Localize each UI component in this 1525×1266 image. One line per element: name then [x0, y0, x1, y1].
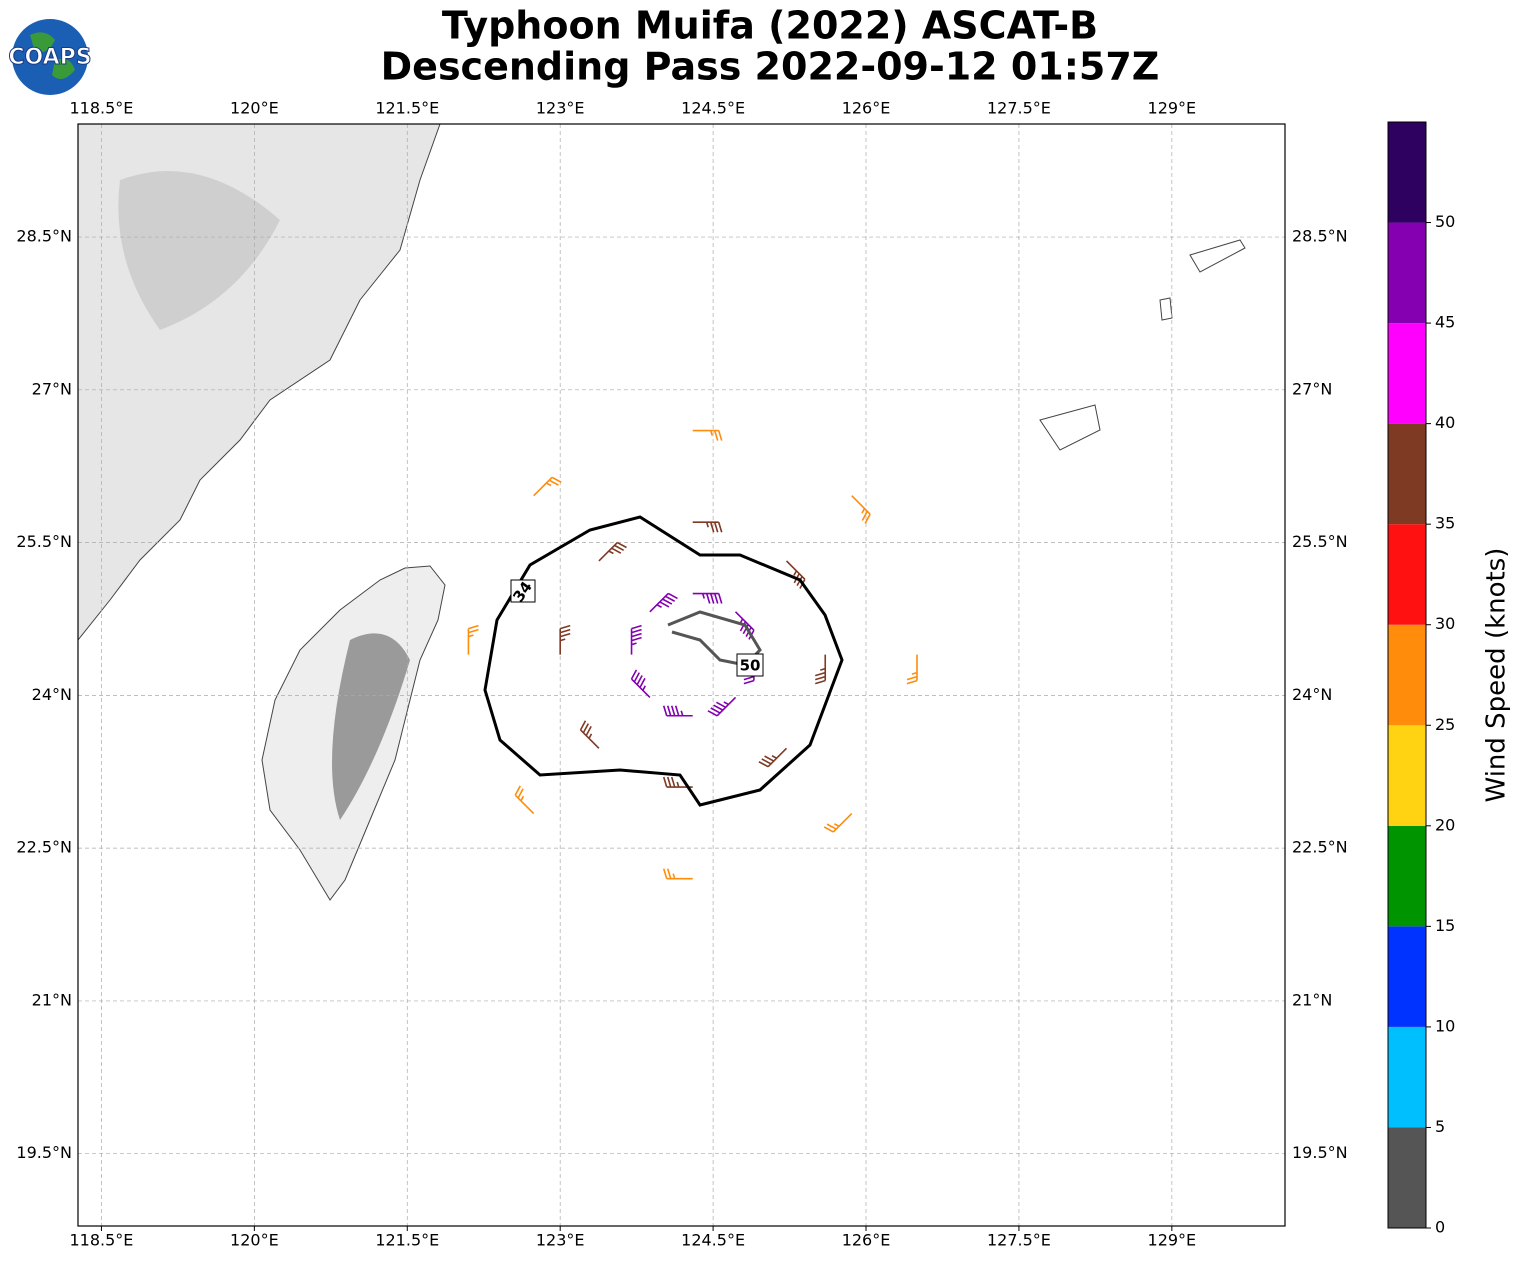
- wind-barb: [662, 705, 693, 717]
- colorbar-band: [1388, 1127, 1426, 1228]
- wind-barb: [559, 624, 571, 655]
- wind-barb: [467, 624, 479, 655]
- wind-barb: [823, 812, 853, 833]
- colorbar-band: [1388, 624, 1426, 726]
- wind-barb: [851, 495, 871, 524]
- y-tick-label: 25.5°N: [16, 532, 72, 551]
- colorbar-tick-label: 0: [1435, 1218, 1445, 1237]
- colorbar-tick-label: 45: [1435, 313, 1455, 332]
- islands: [1039, 239, 1246, 451]
- wind-barb: [649, 592, 678, 613]
- x-tick-label: 129°E: [1148, 1231, 1197, 1250]
- wind-barb: [630, 624, 642, 655]
- colorbar-label: Wind Speed (knots): [1482, 548, 1512, 803]
- wind-barb: [758, 747, 788, 768]
- map-frame: [77, 123, 1286, 1227]
- y-tick-label: 22.5°N: [16, 838, 72, 857]
- x-tick-label: 121.5°E: [375, 99, 439, 118]
- colorbar-band: [1388, 725, 1426, 826]
- wind-barb: [692, 429, 723, 441]
- wind-barb: [514, 785, 535, 815]
- colorbar-band: [1388, 423, 1426, 525]
- y-tick-label: 21°N: [1292, 990, 1332, 1009]
- colorbar-tick-label: 40: [1435, 413, 1455, 432]
- wind-barb: [533, 476, 562, 497]
- subtitle: Descending Pass 2022-09-12 01:57Z: [381, 45, 1160, 89]
- colorbar-tick-label: 30: [1435, 614, 1455, 633]
- x-tick-label: 123°E: [536, 99, 585, 118]
- x-tick-label: 126°E: [842, 99, 891, 118]
- colorbar-tick-label: 20: [1435, 815, 1455, 834]
- x-tick-label: 129°E: [1148, 99, 1197, 118]
- x-tick-label: 127.5°E: [987, 1231, 1051, 1250]
- colorbar-frame: [1387, 121, 1427, 1229]
- wind-barb: [662, 776, 693, 788]
- y-tick-label: 25.5°N: [1292, 532, 1348, 551]
- terrain-shade: [118, 171, 280, 330]
- colorbar-band: [1388, 926, 1426, 1027]
- y-tick-label: 24°N: [1292, 685, 1332, 704]
- x-tick-label: 123°E: [536, 1231, 585, 1250]
- taiwan-terrain: [332, 633, 410, 820]
- colorbar-tick-label: 5: [1435, 1117, 1445, 1136]
- y-tick-label: 28.5°N: [1292, 227, 1348, 246]
- wind-barb: [692, 521, 723, 533]
- y-tick-label: 28.5°N: [16, 227, 72, 246]
- colorbar: 0 5 10 15 20 25 30 35 40 45 50: [1387, 121, 1455, 1237]
- y-tick-label: 21°N: [32, 990, 72, 1009]
- y-tick-label: 27°N: [1292, 379, 1332, 398]
- contour-label-box: [736, 653, 764, 677]
- y-tick-label: 27°N: [32, 379, 72, 398]
- map-area: 34 50: [77, 123, 1286, 1227]
- y-tick-label: 24°N: [32, 685, 72, 704]
- x-tick-label: 126°E: [842, 1231, 891, 1250]
- wind-barb: [906, 654, 918, 685]
- x-tick-label: 120°E: [230, 99, 279, 118]
- x-tick-label: 120°E: [230, 1231, 279, 1250]
- wind-barb: [692, 592, 723, 604]
- wind-barb: [579, 720, 600, 749]
- y-tick-label: 22.5°N: [1292, 838, 1348, 857]
- x-tick-label: 118.5°E: [69, 1231, 133, 1250]
- grid: [78, 124, 1285, 1226]
- colorbar-band: [1388, 825, 1426, 927]
- logo-text: COAPS: [8, 45, 91, 70]
- wind-barb: [630, 669, 651, 698]
- wind-barb: [707, 696, 737, 717]
- wind-barb: [598, 541, 627, 562]
- y-tick-label: 19.5°N: [16, 1143, 72, 1162]
- x-tick-label: 118.5°E: [69, 99, 133, 118]
- colorbar-band: [1388, 222, 1426, 324]
- colorbar-tick-label: 50: [1435, 212, 1455, 231]
- colorbar-band: [1388, 1026, 1426, 1128]
- logo-land: [30, 32, 75, 79]
- x-tick-label: 127.5°E: [987, 99, 1051, 118]
- colorbar-tick-label: 15: [1435, 916, 1455, 935]
- contour-34: [483, 515, 844, 807]
- title: Typhoon Muifa (2022) ASCAT-B: [442, 4, 1098, 48]
- colorbar-band: [1388, 323, 1426, 424]
- wind-barb: [662, 868, 693, 880]
- logo: COAPS: [8, 19, 92, 95]
- x-tick-label: 121.5°E: [375, 1231, 439, 1250]
- colorbar-band: [1388, 122, 1426, 223]
- colorbar-band: [1388, 524, 1426, 625]
- barbs: [467, 429, 918, 880]
- colorbar-tick-label: 25: [1435, 715, 1455, 734]
- colorbar-tick-label: 10: [1435, 1016, 1455, 1035]
- y-tick-label: 19.5°N: [1292, 1143, 1348, 1162]
- contour-label: 50: [740, 657, 761, 675]
- colorbar-tick-label: 35: [1435, 514, 1455, 533]
- x-tick-label: 124.5°E: [681, 1231, 745, 1250]
- wind-barb: [815, 654, 827, 685]
- x-tick-label: 124.5°E: [681, 99, 745, 118]
- contour-label-box: [510, 579, 536, 603]
